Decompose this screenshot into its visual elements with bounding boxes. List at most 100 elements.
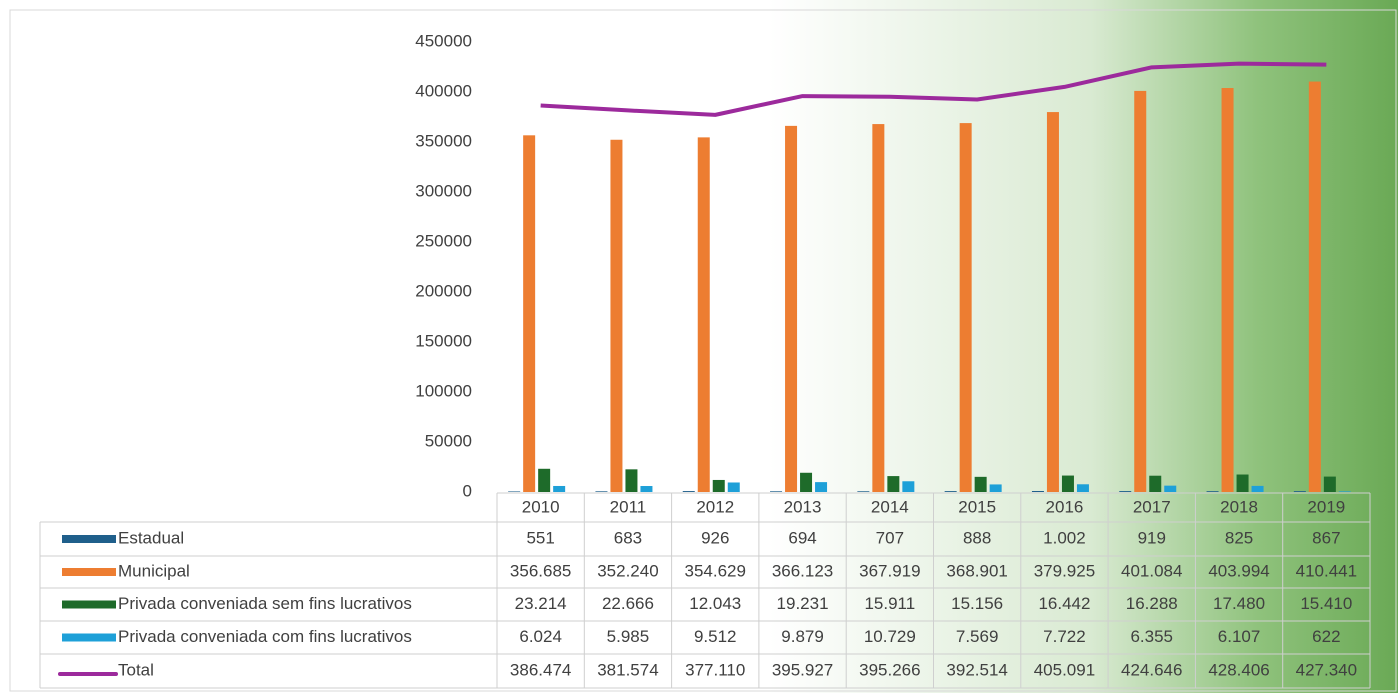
bar bbox=[712, 479, 725, 492]
bar bbox=[595, 491, 608, 492]
bar bbox=[1251, 485, 1264, 492]
table-cell: 403.994 bbox=[1208, 561, 1269, 580]
table-cell: 551 bbox=[526, 528, 554, 547]
x-tick-label: 2010 bbox=[522, 497, 560, 516]
table-cell: 7.569 bbox=[956, 627, 999, 646]
bar bbox=[682, 491, 695, 492]
table-cell: 367.919 bbox=[859, 561, 920, 580]
bar bbox=[727, 482, 740, 492]
bar bbox=[974, 476, 987, 492]
bar bbox=[887, 476, 900, 492]
x-tick-label: 2013 bbox=[784, 497, 822, 516]
bar bbox=[815, 482, 828, 492]
table-cell: 17.480 bbox=[1213, 594, 1265, 613]
bar bbox=[1149, 475, 1162, 492]
bar bbox=[872, 124, 885, 493]
table-cell: 23.214 bbox=[515, 594, 567, 613]
bar bbox=[538, 468, 551, 492]
table-cell: 622 bbox=[1312, 627, 1340, 646]
bar bbox=[1076, 484, 1089, 492]
legend-label: Privada conveniada sem fins lucrativos bbox=[118, 594, 412, 613]
table-cell: 7.722 bbox=[1043, 627, 1086, 646]
table-cell: 15.911 bbox=[864, 594, 915, 613]
bar bbox=[902, 481, 915, 492]
x-tick-label: 2019 bbox=[1307, 497, 1345, 516]
bar bbox=[857, 491, 870, 492]
y-tick-label: 150000 bbox=[415, 331, 472, 350]
line bbox=[540, 61, 1327, 117]
table-cell: 926 bbox=[701, 528, 729, 547]
bar bbox=[1119, 491, 1132, 492]
table-cell: 16.288 bbox=[1126, 594, 1178, 613]
y-tick-label: 450000 bbox=[415, 31, 472, 50]
y-tick-label: 250000 bbox=[415, 231, 472, 250]
bar bbox=[508, 491, 521, 492]
table-cell: 12.043 bbox=[689, 594, 741, 613]
bar bbox=[1134, 90, 1147, 492]
table-cell: 395.927 bbox=[772, 660, 833, 679]
table-cell: 401.084 bbox=[1121, 561, 1182, 580]
table-cell: 16.442 bbox=[1038, 594, 1090, 613]
table-cell: 888 bbox=[963, 528, 991, 547]
table-cell: 15.156 bbox=[951, 594, 1003, 613]
legend-key bbox=[62, 535, 116, 543]
bar bbox=[1206, 491, 1219, 492]
bar bbox=[610, 139, 623, 492]
y-tick-label: 400000 bbox=[415, 81, 472, 100]
table-cell: 377.110 bbox=[685, 660, 745, 679]
bar bbox=[1164, 485, 1177, 492]
table-cell: 10.729 bbox=[864, 627, 916, 646]
table-cell: 427.340 bbox=[1296, 660, 1357, 679]
y-tick-label: 100000 bbox=[415, 381, 472, 400]
table-cell: 410.441 bbox=[1296, 561, 1357, 580]
bar bbox=[1061, 475, 1074, 492]
x-tick-label: 2017 bbox=[1133, 497, 1171, 516]
table-cell: 428.406 bbox=[1208, 660, 1269, 679]
bar bbox=[1031, 490, 1044, 492]
bar bbox=[625, 469, 638, 492]
table-cell: 15.410 bbox=[1300, 594, 1352, 613]
table-cell: 1.002 bbox=[1043, 528, 1086, 547]
table-cell: 354.629 bbox=[685, 561, 746, 580]
table-cell: 368.901 bbox=[946, 561, 1007, 580]
bar bbox=[1308, 81, 1321, 493]
frame bbox=[9, 9, 1397, 692]
table-cell: 6.107 bbox=[1218, 627, 1261, 646]
table-cell: 386.474 bbox=[510, 660, 571, 679]
bar bbox=[1236, 474, 1249, 492]
table-cell: 707 bbox=[876, 528, 904, 547]
x-tick-label: 2018 bbox=[1220, 497, 1258, 516]
table-cell: 683 bbox=[614, 528, 642, 547]
table-cell: 405.091 bbox=[1034, 660, 1095, 679]
table-cell: 366.123 bbox=[772, 561, 833, 580]
bar bbox=[959, 123, 972, 492]
bar bbox=[944, 491, 957, 492]
table-cell: 9.879 bbox=[781, 627, 824, 646]
legend-label: Municipal bbox=[118, 561, 190, 580]
table-cell: 5.985 bbox=[607, 627, 650, 646]
legend-key bbox=[62, 633, 116, 642]
bar bbox=[785, 125, 798, 492]
table-cell: 352.240 bbox=[597, 561, 658, 580]
bar bbox=[770, 491, 783, 492]
bar bbox=[1293, 491, 1306, 492]
legend-label: Estadual bbox=[118, 528, 184, 547]
table-cell: 825 bbox=[1225, 528, 1253, 547]
bar bbox=[1046, 112, 1059, 492]
table-cell: 379.925 bbox=[1034, 561, 1095, 580]
table-cell: 356.685 bbox=[510, 561, 571, 580]
bar bbox=[640, 486, 653, 492]
x-tick-label: 2014 bbox=[871, 497, 909, 516]
x-tick-label: 2016 bbox=[1046, 497, 1084, 516]
bar bbox=[1221, 88, 1234, 493]
y-tick-label: 0 bbox=[463, 481, 472, 500]
legend-label: Privada conveniada com fins lucrativos bbox=[118, 627, 412, 646]
legend-key bbox=[62, 568, 116, 576]
y-tick-label: 50000 bbox=[425, 431, 472, 450]
table-cell: 381.574 bbox=[597, 660, 658, 679]
bar bbox=[989, 484, 1002, 492]
bar bbox=[523, 135, 536, 492]
table-cell: 424.646 bbox=[1121, 660, 1182, 679]
legend-key bbox=[62, 600, 116, 609]
